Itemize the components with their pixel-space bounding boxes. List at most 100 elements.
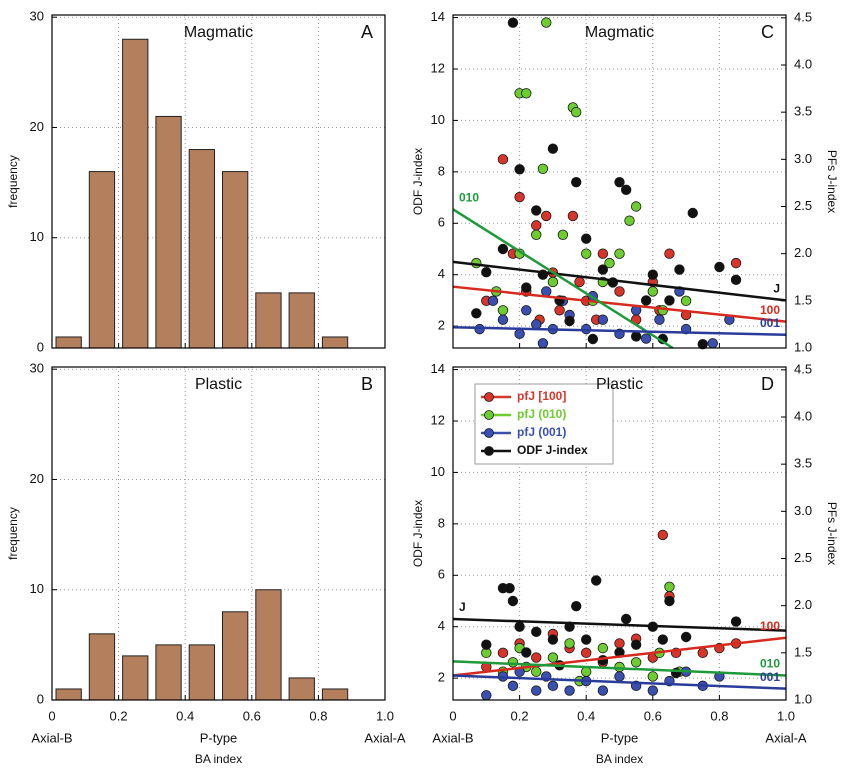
- point: [507, 595, 519, 607]
- y-axis-title: frequency: [6, 507, 20, 560]
- point: [614, 671, 625, 682]
- trend-line: [452, 285, 787, 323]
- point: [654, 314, 665, 325]
- y2-tick-label: 3.5: [794, 104, 812, 119]
- point: [664, 595, 675, 607]
- point: [674, 264, 685, 275]
- bar: [321, 336, 349, 349]
- point: [714, 261, 725, 273]
- point: [630, 331, 642, 342]
- point: [564, 315, 575, 327]
- point: [487, 295, 499, 307]
- point: [664, 295, 675, 306]
- bar: [288, 292, 315, 349]
- point: [541, 17, 552, 28]
- point: [547, 276, 559, 288]
- point: [697, 338, 708, 350]
- point: [531, 652, 542, 663]
- x-tick-label: 0: [48, 708, 55, 723]
- point: [564, 638, 575, 649]
- x-axis-title: BA index: [596, 752, 643, 766]
- y-tick-label: 6: [438, 567, 445, 582]
- trend-label: 100: [760, 619, 780, 633]
- x-tick-label: 0.2: [511, 708, 529, 723]
- x-tick-label: 0.2: [110, 708, 128, 723]
- y-tick-label: 20: [30, 471, 44, 486]
- point: [647, 269, 659, 280]
- panel-letter: B: [361, 374, 373, 394]
- y-tick-label: 6: [438, 215, 445, 230]
- point: [647, 286, 659, 297]
- point: [614, 661, 625, 673]
- bar: [188, 644, 215, 701]
- point: [571, 106, 582, 118]
- point: [481, 690, 492, 701]
- plot-frame: [452, 14, 787, 349]
- y-tick-label: 10: [431, 112, 445, 127]
- point: [514, 328, 525, 340]
- y2-tick-label: 4.5: [794, 9, 812, 24]
- y-tick-label: 14: [431, 361, 445, 376]
- point: [521, 282, 532, 293]
- y-tick-label: 8: [438, 515, 445, 530]
- x-tick-label: 0.6: [243, 708, 261, 723]
- y2-tick-label: 3.5: [794, 456, 812, 471]
- point: [630, 201, 642, 212]
- point: [587, 333, 599, 345]
- panel-letter: C: [761, 22, 774, 42]
- x-tick-label: 0.8: [309, 708, 327, 723]
- y-tick-label: 10: [30, 581, 44, 596]
- point: [507, 657, 519, 668]
- y-tick-label: 4: [438, 618, 445, 633]
- point: [531, 205, 542, 216]
- y2-tick-label: 2.5: [794, 550, 812, 565]
- x-tick-label: 0.4: [577, 708, 595, 723]
- point: [647, 685, 659, 696]
- y-tick-label: 0: [37, 691, 44, 706]
- bar: [288, 677, 315, 701]
- y2-tick-label: 4.0: [794, 408, 812, 423]
- trend-label: 100: [760, 303, 780, 317]
- bar: [255, 292, 282, 349]
- plot-frame: [51, 366, 386, 701]
- point: [497, 305, 509, 316]
- point: [614, 248, 625, 259]
- y2-tick-label: 1.5: [794, 292, 812, 307]
- point: [547, 634, 559, 645]
- point: [471, 308, 482, 319]
- bar: [155, 644, 182, 701]
- x-axis-title: BA index: [195, 752, 242, 766]
- x-annotation: Axial-A: [765, 730, 807, 745]
- point: [531, 220, 542, 231]
- point: [557, 229, 569, 240]
- point: [614, 176, 625, 188]
- point: [604, 257, 615, 269]
- point: [597, 248, 609, 259]
- y-tick-label: 20: [30, 119, 44, 134]
- point: [521, 305, 532, 316]
- point: [531, 319, 542, 330]
- point: [597, 642, 609, 654]
- legend-label: pfJ [100]: [517, 389, 566, 403]
- panel-title: Plastic: [596, 376, 643, 393]
- x-tick-label: 1.0: [376, 708, 394, 723]
- y-axis-title: ODF J-index: [411, 500, 425, 567]
- point: [630, 657, 642, 668]
- point: [514, 621, 525, 632]
- point: [640, 295, 652, 306]
- bar: [55, 336, 82, 349]
- point: [687, 207, 698, 219]
- point: [597, 685, 609, 696]
- y2-tick-label: 4.0: [794, 56, 812, 71]
- legend: pfJ [100] pfJ (010) pfJ (001) ODF J-index: [474, 383, 614, 465]
- y-axis-title: ODF J-index: [411, 148, 425, 215]
- point: [564, 685, 575, 696]
- legend-label: pfJ (001): [517, 425, 566, 439]
- bar: [222, 171, 249, 349]
- x-annotation: Axial-B: [31, 730, 72, 745]
- point: [507, 17, 519, 28]
- point: [547, 680, 559, 692]
- y-tick-label: 10: [30, 229, 44, 244]
- point: [514, 164, 525, 175]
- trend-label: J: [459, 600, 466, 614]
